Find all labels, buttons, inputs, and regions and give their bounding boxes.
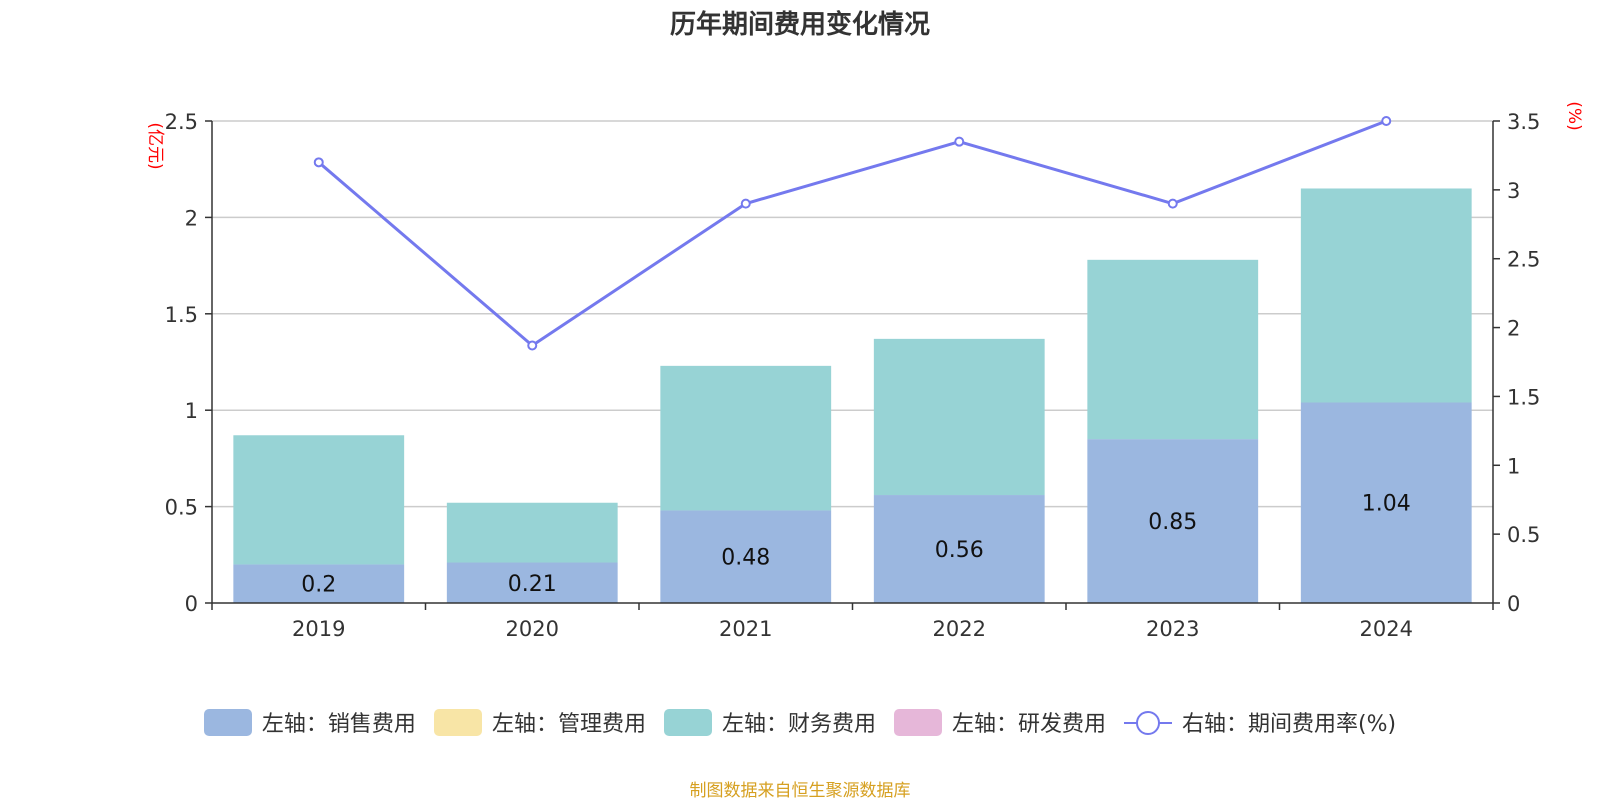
bar <box>1300 188 1472 403</box>
legend-swatch <box>663 708 712 736</box>
bar-data-label: 0.56 <box>935 538 984 563</box>
bar <box>1087 439 1259 603</box>
left-axis-unit-label: (亿元) <box>145 122 165 169</box>
bar-data-label: 0.48 <box>721 546 770 571</box>
rate-point <box>954 136 965 147</box>
source-note: 制图数据来自恒生聚源数据库 <box>689 781 911 801</box>
right-axis-tick-label: 2 <box>1507 317 1520 341</box>
legend-label: 左轴：管理费用 <box>491 712 646 737</box>
bar-data-label: 0.21 <box>508 572 557 597</box>
left-axis-tick-label: 0.5 <box>165 496 198 520</box>
legend-swatch <box>203 708 252 736</box>
legend-label: 左轴：研发费用 <box>951 712 1106 737</box>
left-axis-tick-label: 2 <box>185 206 198 230</box>
x-axis-tick-label: 2021 <box>719 617 772 641</box>
right-axis-tick-label: 0 <box>1507 592 1520 616</box>
chart-legend: 左轴：销售费用 左轴：管理费用 左轴：财务费用 左轴：研发费用 右轴：期间费用率(%) <box>0 706 1600 738</box>
bar <box>660 510 832 603</box>
rate-point <box>313 157 324 168</box>
left-axis-tick-label: 1.5 <box>165 303 198 327</box>
legend-label: 左轴：销售费用 <box>261 712 416 737</box>
x-axis-tick-label: 2022 <box>933 617 986 641</box>
rate-line <box>317 119 1387 348</box>
bar <box>1087 259 1259 440</box>
legend-label: 右轴：期间费用率(%) <box>1181 712 1397 737</box>
right-axis-unit-label: (%) <box>1564 101 1584 130</box>
rate-point <box>1381 116 1392 126</box>
legend-item[interactable]: 左轴：研发费用 <box>893 706 1106 738</box>
right-axis-tick-label: 1.5 <box>1507 385 1540 409</box>
right-axis-tick-label: 1 <box>1507 454 1520 478</box>
x-axis-tick-label: 2024 <box>1360 617 1413 641</box>
bar <box>873 338 1045 496</box>
bar <box>446 502 618 563</box>
bar <box>446 562 618 603</box>
legend-item[interactable]: 右轴：期间费用率(%) <box>1123 706 1397 738</box>
left-axis-tick-label: 2.5 <box>165 110 198 134</box>
bar <box>233 564 405 603</box>
legend-item[interactable]: 左轴：销售费用 <box>203 706 416 738</box>
chart-title: 历年期间费用变化情况 <box>670 9 930 40</box>
x-axis-tick-label: 2020 <box>506 617 559 641</box>
left-axis-tick-label: 1 <box>185 399 198 423</box>
bar <box>873 495 1045 603</box>
left-axis-tick-label: 0 <box>185 592 198 616</box>
legend-item[interactable]: 左轴：管理费用 <box>433 706 646 738</box>
legend-swatch <box>893 708 942 736</box>
right-axis-tick-label: 3 <box>1507 179 1520 203</box>
x-axis-tick-label: 2019 <box>292 617 345 641</box>
bar <box>233 435 405 565</box>
bar-data-label: 1.04 <box>1362 492 1411 517</box>
right-axis-tick-label: 0.5 <box>1507 523 1540 547</box>
legend-item[interactable]: 左轴：财务费用 <box>663 706 876 738</box>
right-axis-tick-label: 2.5 <box>1507 248 1540 272</box>
right-axis-tick-label: 3.5 <box>1507 110 1540 134</box>
rate-point <box>740 198 751 209</box>
chart-canvas: 历年期间费用变化情况 0 0.5 1 1.5 2 2.5 0 0.5 1 1.5 2 2.5 3 3.5 (亿… <box>145 9 1584 641</box>
bar <box>1300 402 1472 603</box>
legend-label: 左轴：财务费用 <box>721 712 876 737</box>
x-axis-tick-label: 2023 <box>1146 617 1199 641</box>
legend-swatch <box>1123 709 1172 736</box>
bar-data-label: 0.2 <box>301 573 336 598</box>
legend-swatch <box>433 708 482 736</box>
rate-point <box>527 340 538 351</box>
bar <box>660 365 832 511</box>
bar-data-label: 0.85 <box>1148 510 1197 535</box>
rate-point <box>1167 198 1178 209</box>
